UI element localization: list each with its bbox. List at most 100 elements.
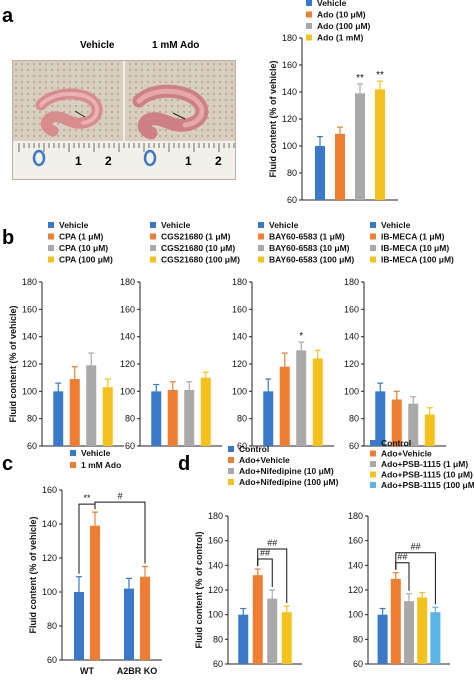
bar — [238, 614, 249, 664]
ruler-zero-marker-left — [32, 149, 46, 167]
y-axis-label: Fluid content (% of vehicle) — [8, 305, 18, 422]
chart-b1: 60 80 100 120 140 160 180 Fluid content (% of v… — [8, 220, 124, 451]
legend-swatch — [370, 233, 376, 240]
y-tick-label: 80 — [237, 414, 247, 424]
bar — [124, 588, 134, 660]
legend-label: CPA (1 μM) — [59, 232, 104, 242]
legend-swatch — [228, 479, 234, 485]
photo-label-vehicle: Vehicle — [80, 40, 115, 51]
y-tick-label: 140 — [208, 560, 223, 570]
ruler-mark-1: 1 — [75, 154, 82, 168]
legend-label: Vehicle — [161, 220, 191, 230]
legend-swatch — [306, 0, 312, 6]
legend-swatch — [370, 256, 376, 263]
legend-swatch — [150, 256, 156, 263]
legend-swatch — [150, 222, 156, 228]
y-axis-label: Fluid content (% of control) — [194, 532, 204, 649]
photo-label-ado: 1 mM Ado — [152, 40, 199, 51]
bar — [404, 601, 414, 664]
y-tick-label: 140 — [120, 332, 135, 342]
legend-swatch — [228, 468, 234, 474]
significance-label: ## — [267, 538, 277, 548]
legend-swatch — [228, 446, 234, 452]
legend-swatch — [258, 233, 264, 240]
y-tick-label: 100 — [22, 386, 37, 396]
bar — [296, 350, 307, 446]
significance-bracket — [94, 501, 146, 564]
y-tick-label: 100 — [42, 587, 57, 597]
bar — [417, 597, 428, 664]
chart-b4: 60 80 100 120 140 160 180 Vehicle IB-MECA (1 μM)… — [344, 220, 454, 451]
y-tick-label: 60 — [349, 441, 359, 451]
bar — [263, 391, 274, 446]
legend-label: IB-MECA (100 μM) — [381, 255, 454, 265]
ruler-zero-marker-right — [143, 149, 157, 167]
y-tick-label: 160 — [282, 60, 297, 70]
significance-label: ** — [376, 70, 384, 81]
y-tick-label: 120 — [344, 359, 359, 369]
legend-swatch — [306, 11, 312, 18]
ruler-mark-1: 1 — [185, 154, 192, 168]
legend-swatch — [370, 450, 376, 457]
bar — [151, 391, 162, 446]
bar — [140, 576, 150, 660]
y-tick-label: 120 — [282, 114, 297, 124]
chart-b2: 60 80 100 120 140 160 180 Vehicle CGS21680 (1 μM… — [120, 220, 240, 451]
legend-label: Vehicle — [269, 220, 299, 230]
significance-label: ** — [356, 73, 364, 84]
bar — [312, 358, 323, 446]
legend-swatch — [150, 233, 156, 240]
y-tick-label: 100 — [348, 610, 363, 620]
intestine-photo-drawing: 1 2 1 2 — [13, 61, 235, 179]
significance-label: ## — [411, 542, 421, 552]
legend-label: Control — [381, 438, 411, 448]
significance-label: ## — [397, 552, 407, 562]
legend-label: Ado (10 μM) — [317, 10, 366, 20]
legend-swatch — [48, 222, 54, 228]
y-tick-label: 160 — [344, 304, 359, 314]
panel-label-c: c — [2, 453, 13, 475]
significance-label: ** — [83, 493, 91, 503]
legend-swatch — [48, 245, 54, 251]
y-tick-label: 140 — [22, 332, 37, 342]
legend-swatch — [370, 245, 376, 251]
y-tick-label: 180 — [344, 277, 359, 287]
y-tick-label: 140 — [344, 332, 359, 342]
significance-bracket — [257, 548, 288, 604]
legend-label: Vehicle — [381, 220, 411, 230]
y-tick-label: 160 — [42, 485, 57, 495]
bar — [424, 414, 435, 446]
bar — [279, 366, 290, 446]
y-tick-label: 60 — [27, 441, 37, 451]
legend-label: BAY60-6583 (100 μM) — [269, 255, 354, 265]
legend-swatch — [370, 471, 376, 478]
bar — [281, 612, 292, 664]
legend-swatch — [370, 461, 376, 467]
y-tick-label: 60 — [237, 441, 247, 451]
y-tick-label: 100 — [282, 141, 297, 151]
legend-swatch — [70, 450, 76, 456]
y-tick-label: 180 — [22, 277, 37, 287]
significance-label: ## — [260, 548, 270, 558]
bar — [377, 614, 388, 664]
legend-swatch — [70, 462, 76, 468]
y-tick-label: 180 — [348, 511, 363, 521]
ruler-mark-2: 2 — [105, 154, 112, 168]
legend-swatch — [370, 440, 376, 446]
legend-label: BAY60-6583 (1 μM) — [269, 232, 345, 242]
panel-label-b: b — [2, 227, 14, 249]
legend-label: Ado+Vehicle — [381, 449, 432, 459]
legend-label: CGS21680 (10 μM) — [161, 243, 235, 253]
bar — [184, 389, 195, 446]
x-tick-label: A2BR KO — [117, 666, 158, 676]
bar — [90, 525, 100, 660]
legend-label: Vehicle — [317, 0, 347, 8]
significance-bracket — [395, 552, 436, 605]
y-tick-label: 160 — [348, 536, 363, 546]
y-axis-label: Fluid content (% of vehicle) — [268, 60, 278, 177]
legend-swatch — [306, 34, 312, 41]
legend-label: CPA (100 μM) — [59, 255, 113, 265]
y-tick-label: 100 — [232, 386, 247, 396]
